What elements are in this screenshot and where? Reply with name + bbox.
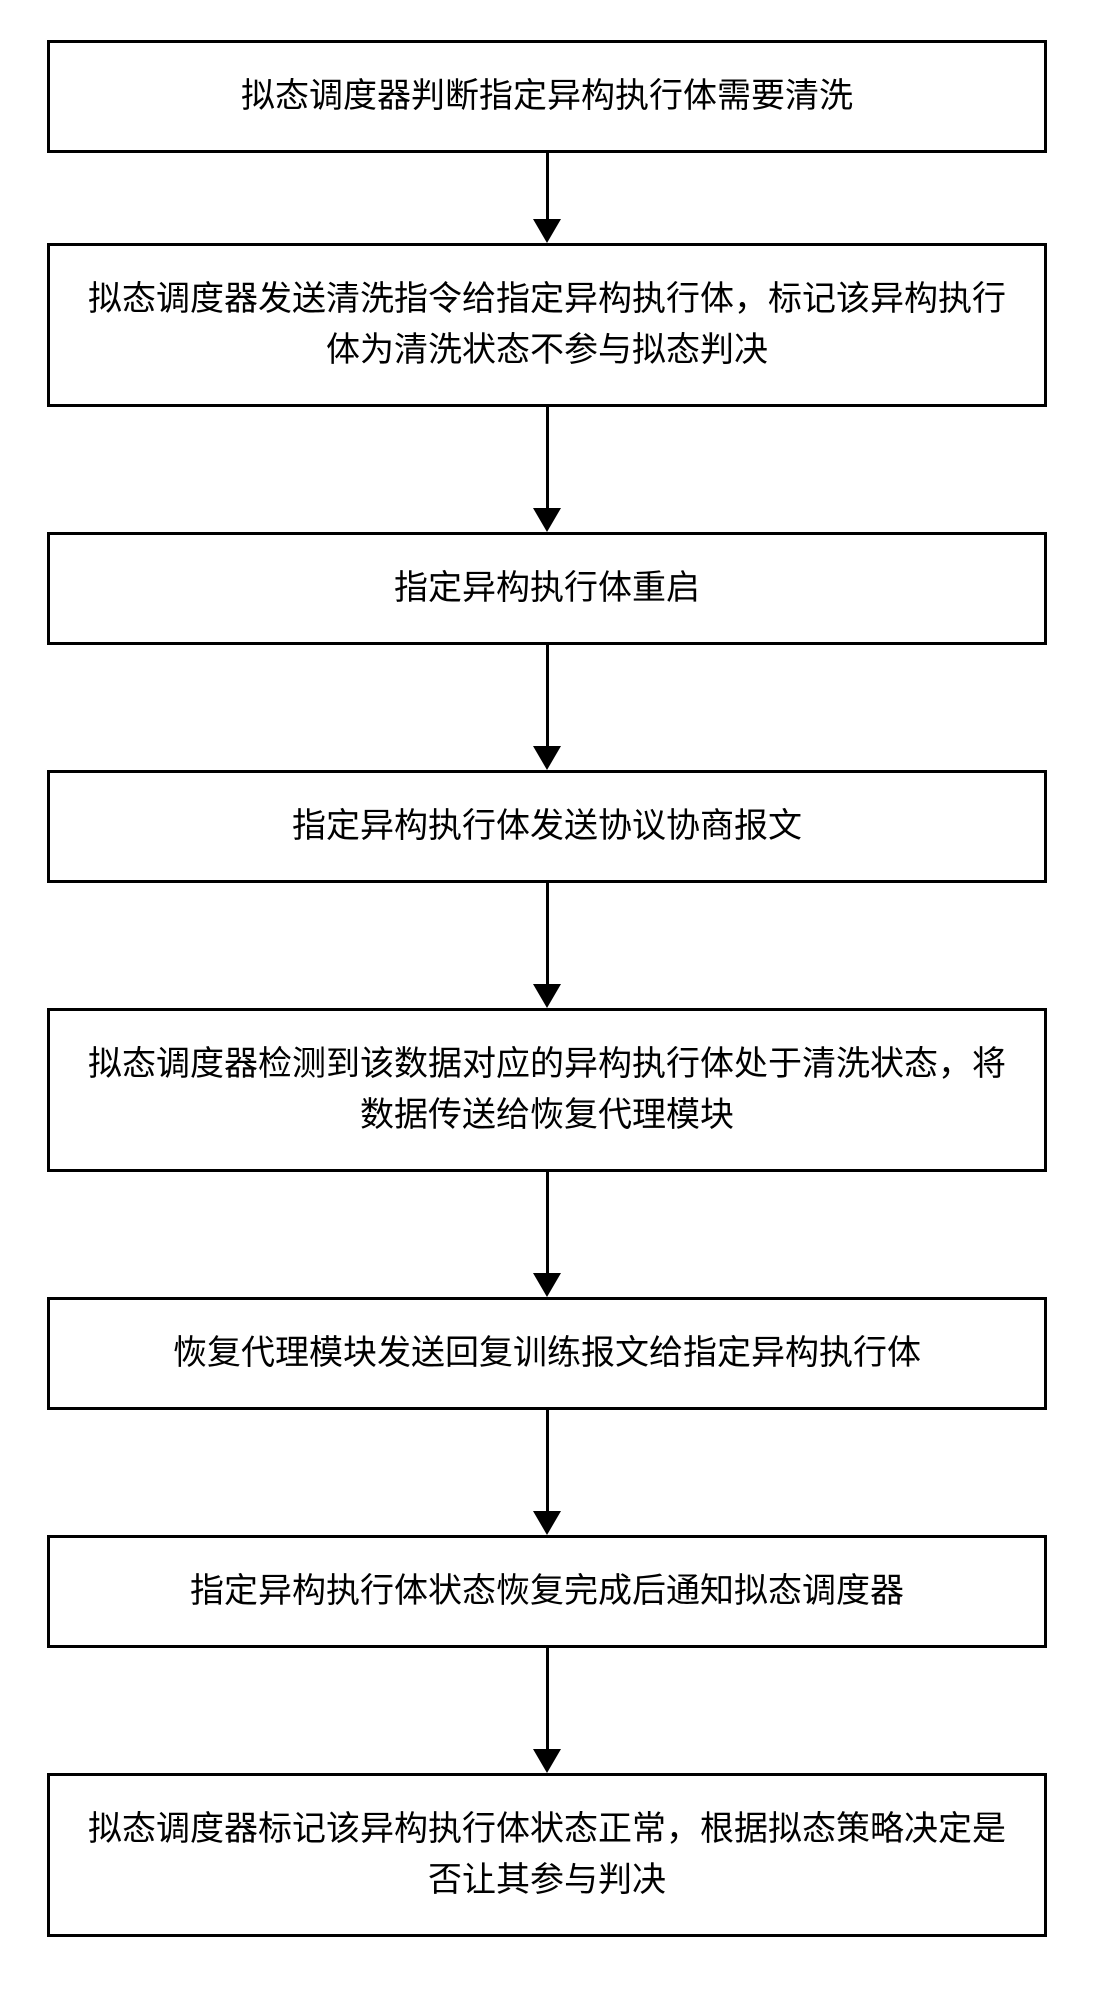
arrow-7 [533,1648,561,1773]
arrow-line [546,1172,549,1273]
arrow-2 [533,407,561,532]
arrow-head-icon [533,1511,561,1535]
step-text: 恢复代理模块发送回复训练报文给指定异构执行体 [173,1328,921,1379]
step-text: 指定异构执行体重启 [394,563,700,614]
step-text: 拟态调度器标记该异构执行体状态正常，根据拟态策略决定是否让其参与判决 [80,1804,1014,1906]
arrow-head-icon [533,508,561,532]
arrow-1 [533,153,561,243]
flowchart-container: 拟态调度器判断指定异构执行体需要清洗 拟态调度器发送清洗指令给指定异构执行体，标… [47,40,1047,1937]
arrow-line [546,153,549,219]
step-text: 拟态调度器发送清洗指令给指定异构执行体，标记该异构执行体为清洗状态不参与拟态判决 [80,274,1014,376]
arrow-line [546,1648,549,1749]
arrow-line [546,883,549,984]
arrow-3 [533,645,561,770]
step-text: 拟态调度器判断指定异构执行体需要清洗 [241,71,853,122]
arrow-line [546,645,549,746]
arrow-head-icon [533,746,561,770]
step-text: 指定异构执行体发送协议协商报文 [292,801,802,852]
arrow-head-icon [533,984,561,1008]
flowchart-step-5: 拟态调度器检测到该数据对应的异构执行体处于清洗状态，将数据传送给恢复代理模块 [47,1008,1047,1172]
arrow-4 [533,883,561,1008]
flowchart-step-2: 拟态调度器发送清洗指令给指定异构执行体，标记该异构执行体为清洗状态不参与拟态判决 [47,243,1047,407]
arrow-line [546,1410,549,1511]
step-text: 拟态调度器检测到该数据对应的异构执行体处于清洗状态，将数据传送给恢复代理模块 [80,1039,1014,1141]
flowchart-step-8: 拟态调度器标记该异构执行体状态正常，根据拟态策略决定是否让其参与判决 [47,1773,1047,1937]
flowchart-step-3: 指定异构执行体重启 [47,532,1047,645]
step-text: 指定异构执行体状态恢复完成后通知拟态调度器 [190,1566,904,1617]
arrow-line [546,407,549,508]
arrow-head-icon [533,219,561,243]
flowchart-step-6: 恢复代理模块发送回复训练报文给指定异构执行体 [47,1297,1047,1410]
arrow-head-icon [533,1749,561,1773]
arrow-head-icon [533,1273,561,1297]
arrow-5 [533,1172,561,1297]
flowchart-step-7: 指定异构执行体状态恢复完成后通知拟态调度器 [47,1535,1047,1648]
arrow-6 [533,1410,561,1535]
flowchart-step-1: 拟态调度器判断指定异构执行体需要清洗 [47,40,1047,153]
flowchart-step-4: 指定异构执行体发送协议协商报文 [47,770,1047,883]
